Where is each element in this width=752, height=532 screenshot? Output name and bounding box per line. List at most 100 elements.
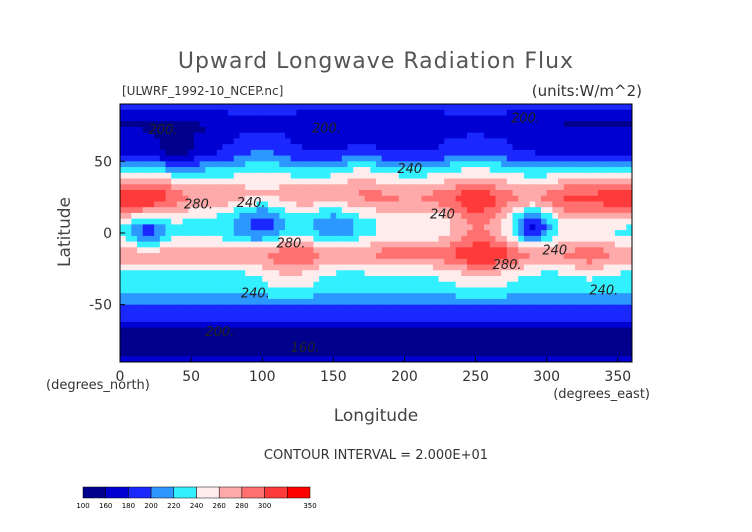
heatmap-cell (603, 155, 610, 162)
heatmap-cell (262, 115, 269, 122)
heatmap-cell (529, 115, 536, 122)
heatmap-cell (222, 276, 229, 283)
heatmap-cell (176, 304, 183, 311)
contour-label: 200. (511, 112, 540, 127)
heatmap-cell (245, 316, 252, 323)
heatmap-cell (171, 224, 178, 231)
heatmap-cell (540, 121, 548, 128)
heatmap-cell (472, 293, 479, 300)
heatmap-cell (506, 167, 513, 174)
heatmap-cell (131, 218, 138, 225)
heatmap-cell (495, 161, 502, 168)
heatmap-cell (216, 201, 223, 208)
heatmap-cell (387, 109, 394, 116)
heatmap-cell (347, 321, 354, 328)
heatmap-cell (398, 241, 405, 248)
heatmap-cell (307, 247, 314, 254)
heatmap-cell (250, 350, 257, 357)
heatmap-cell (404, 218, 411, 225)
heatmap-cell (245, 218, 252, 225)
heatmap-cell (279, 155, 286, 162)
heatmap-cell (182, 293, 189, 300)
heatmap-cell (597, 132, 604, 139)
heatmap-cell (438, 339, 445, 346)
heatmap-cell (341, 304, 348, 311)
heatmap-cell (284, 235, 292, 242)
heatmap-cell (592, 276, 599, 283)
heatmap-cell (262, 356, 269, 363)
heatmap-cell (313, 298, 320, 306)
heatmap-cell (376, 339, 383, 346)
heatmap-cell (506, 172, 513, 179)
heatmap-cell (614, 270, 622, 277)
heatmap-cell (228, 109, 235, 116)
heatmap-cell (552, 293, 559, 300)
heatmap-cell (302, 132, 309, 139)
heatmap-cell (273, 293, 280, 300)
heatmap-cell (176, 149, 183, 156)
heatmap-cell (478, 115, 485, 122)
heatmap-cell (239, 224, 246, 231)
heatmap-cell (393, 144, 400, 151)
heatmap-cell (154, 287, 161, 294)
heatmap-cell (472, 138, 479, 145)
heatmap-cell (546, 218, 553, 225)
heatmap-cell (216, 172, 223, 179)
heatmap-cell (171, 316, 178, 323)
heatmap-cell (279, 109, 286, 116)
heatmap-cell (512, 207, 519, 214)
heatmap-cell (171, 270, 178, 277)
heatmap-cell (620, 161, 627, 168)
heatmap-cell (597, 201, 604, 208)
heatmap-cell (233, 172, 240, 179)
heatmap-cell (489, 276, 496, 283)
heatmap-cell (211, 310, 218, 317)
heatmap-cell (120, 207, 127, 214)
heatmap-cell (125, 201, 132, 208)
heatmap-cell (421, 230, 428, 237)
heatmap-cell (626, 316, 633, 323)
heatmap-cell (142, 132, 149, 139)
heatmap-cell (182, 172, 189, 179)
heatmap-cell (250, 201, 257, 208)
heatmap-cell (154, 109, 161, 116)
heatmap-cell (586, 241, 593, 248)
heatmap-cell (131, 264, 138, 271)
heatmap-cell (603, 144, 610, 151)
heatmap-cell (137, 115, 144, 122)
heatmap-cell (267, 276, 274, 283)
heatmap-cell (512, 218, 519, 225)
heatmap-cell (358, 310, 366, 317)
heatmap-cell (296, 241, 303, 248)
heatmap-cell (495, 190, 502, 197)
heatmap-cell (506, 321, 513, 328)
heatmap-cell (421, 327, 428, 334)
heatmap-cell (506, 344, 513, 351)
heatmap-cell (609, 339, 616, 346)
heatmap-cell (620, 104, 627, 111)
contour-label: 280. (276, 236, 305, 251)
heatmap-cell (620, 241, 627, 248)
heatmap-cell (239, 144, 246, 151)
heatmap-cell (540, 190, 548, 197)
heatmap-cell (398, 132, 405, 139)
heatmap-cell (410, 178, 417, 185)
heatmap-cell (353, 287, 360, 294)
heatmap-cell (614, 333, 622, 340)
heatmap-cell (597, 281, 604, 288)
heatmap-cell (472, 132, 479, 139)
heatmap-cell (609, 321, 616, 328)
heatmap-cell (273, 155, 280, 162)
heatmap-cell (199, 144, 206, 151)
heatmap-cell (216, 230, 223, 237)
contour-label: 240 (397, 162, 422, 177)
heatmap-cell (518, 104, 525, 111)
heatmap-cell (205, 316, 212, 323)
heatmap-cell (523, 161, 530, 168)
heatmap-cell (626, 327, 633, 334)
heatmap-cell (592, 126, 599, 134)
heatmap-cell (330, 121, 337, 128)
heatmap-cell (489, 247, 496, 254)
heatmap-cell (472, 304, 479, 311)
heatmap-cell (592, 253, 599, 260)
